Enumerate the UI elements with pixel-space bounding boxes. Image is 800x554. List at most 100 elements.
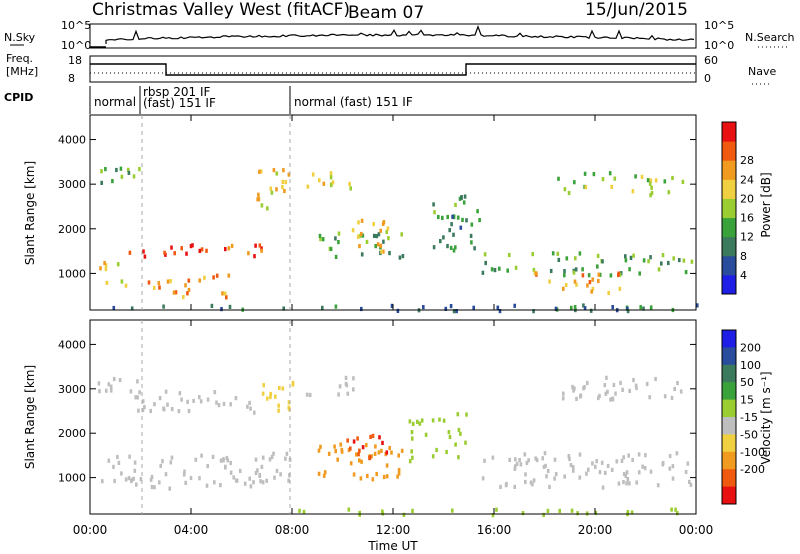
data-cell (124, 283, 128, 288)
data-cell (352, 376, 355, 381)
data-cell (589, 308, 593, 313)
data-cell (226, 458, 230, 463)
data-cell (622, 471, 626, 477)
data-cell (624, 254, 627, 259)
data-cell (624, 258, 628, 263)
data-cell (442, 235, 445, 240)
data-cell (515, 461, 519, 466)
data-cell (574, 256, 577, 261)
data-cell (321, 237, 325, 242)
data-cell (254, 470, 258, 476)
data-cell (329, 175, 333, 180)
data-cell (274, 394, 277, 399)
data-cell (597, 272, 601, 277)
data-cell (382, 239, 385, 244)
data-cell (334, 236, 337, 241)
data-cell (686, 461, 690, 466)
data-cell (374, 244, 377, 249)
nave-tick-bottom: 0 (704, 72, 711, 85)
data-cell (473, 246, 476, 251)
data-cell (219, 483, 222, 488)
data-cell (305, 392, 309, 397)
data-cell (523, 452, 527, 457)
data-cell (161, 459, 164, 464)
data-cell (657, 267, 661, 272)
data-cell (629, 255, 633, 260)
x-tick-label: 04:00 (174, 523, 209, 537)
data-cell (259, 479, 262, 484)
data-cell (360, 218, 364, 223)
data-cell (513, 303, 516, 308)
data-cell (598, 272, 602, 277)
data-cell (272, 451, 275, 456)
colorbar-tick-label: 8 (740, 250, 747, 263)
data-cell (454, 202, 457, 207)
data-cell (400, 448, 404, 453)
data-cell (109, 388, 113, 393)
data-cell (254, 457, 258, 462)
data-cell (410, 430, 414, 435)
data-cell (366, 473, 369, 479)
data-cell (352, 472, 356, 477)
data-cell (347, 507, 351, 512)
data-cell (282, 306, 285, 311)
data-cell (601, 259, 604, 264)
data-cell (682, 258, 686, 263)
data-cell (578, 251, 582, 256)
colorbar-tick-label: 12 (740, 231, 754, 244)
data-cell (371, 477, 375, 482)
data-cell (227, 273, 231, 278)
data-cell (260, 248, 263, 253)
colorbar-tick-label: -200 (740, 463, 765, 476)
data-cell (606, 389, 609, 394)
data-cell (667, 260, 670, 266)
data-cell (112, 464, 115, 469)
data-cell (205, 248, 208, 253)
data-cell (224, 464, 227, 469)
data-cell (387, 236, 390, 241)
data-cell (270, 190, 274, 195)
data-cell (285, 451, 289, 456)
data-cell (578, 475, 582, 480)
data-cell (275, 171, 279, 176)
data-cell (625, 470, 629, 475)
data-cell (266, 206, 269, 211)
data-cell (438, 417, 441, 422)
data-cell (223, 291, 227, 296)
data-cell (329, 246, 333, 252)
date-label: 15/Jun/2015 (585, 0, 688, 20)
data-cell (582, 303, 585, 308)
data-cell (626, 309, 630, 314)
data-cell (358, 244, 361, 249)
data-cell (279, 472, 282, 477)
data-cell (130, 477, 134, 482)
data-cell (584, 185, 588, 190)
data-cell (408, 419, 412, 424)
data-cell (390, 450, 393, 455)
data-cell (562, 286, 565, 291)
data-cell (288, 473, 291, 478)
data-cell (136, 395, 139, 400)
data-cell (277, 408, 280, 413)
data-cell (246, 404, 249, 409)
nave-label: Nave (748, 65, 776, 78)
data-cell (420, 418, 424, 423)
data-cell (643, 466, 647, 471)
data-cell (352, 387, 355, 392)
data-cell (381, 221, 385, 226)
data-cell (143, 405, 146, 410)
data-cell (634, 174, 637, 179)
data-cell (411, 455, 414, 460)
y-tick-label: 3000 (58, 383, 86, 396)
data-cell (317, 471, 321, 476)
data-cell (318, 178, 321, 183)
data-cell (253, 254, 256, 259)
data-cell (164, 389, 168, 394)
data-cell (610, 467, 614, 472)
data-cell (668, 453, 672, 459)
colorbar-tick-label: 28 (740, 154, 754, 167)
data-cell (361, 445, 365, 450)
data-cell (676, 511, 679, 516)
data-cell (534, 271, 538, 276)
data-cell (615, 459, 619, 464)
